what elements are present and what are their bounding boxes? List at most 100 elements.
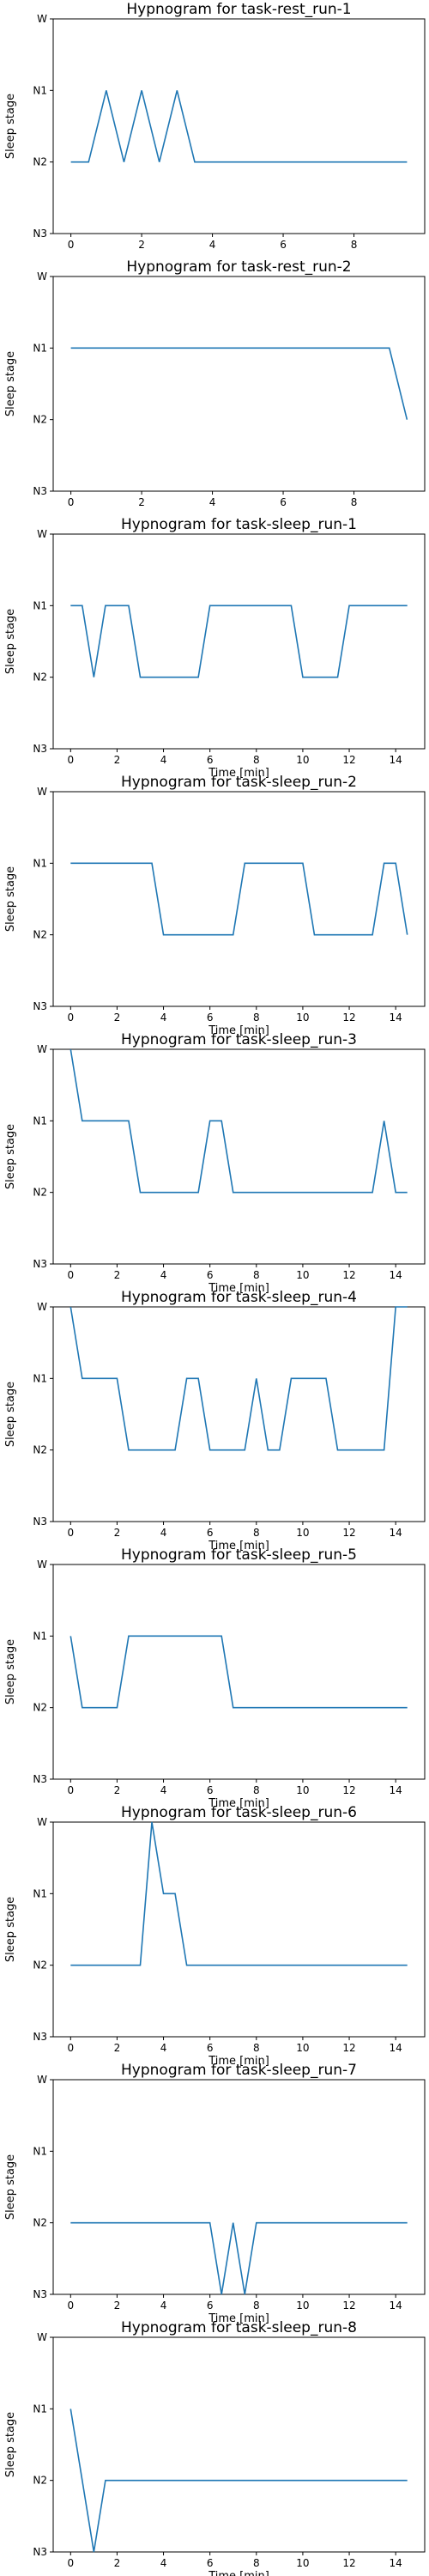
x-tick-label: 6: [207, 1527, 214, 1539]
plot-frame: [52, 533, 426, 750]
x-tick-label: 10: [296, 1527, 309, 1539]
x-tick-label: 12: [342, 754, 355, 766]
y-tick-label: N2: [33, 414, 47, 426]
x-tick-label: 10: [296, 1784, 309, 1796]
x-tick-label: 14: [390, 1527, 402, 1539]
x-tick-label: 6: [207, 1784, 214, 1796]
y-tick-label: N3: [33, 228, 47, 240]
chart-title: Hypnogram for task-rest_run-1: [126, 1, 351, 18]
x-tick-label: 0: [67, 2042, 74, 2054]
y-tick-label: N2: [33, 1444, 47, 1456]
x-axis-label: Time [min]: [208, 2312, 269, 2325]
y-tick-label: N1: [33, 2145, 47, 2157]
x-tick-label: 14: [390, 754, 402, 766]
x-tick-label: 0: [67, 1012, 74, 1024]
x-tick-label: 8: [253, 1527, 260, 1539]
x-tick-label: 4: [160, 2042, 167, 2054]
x-tick-label: 12: [342, 2300, 355, 2312]
hypnogram-line: [69, 1048, 408, 1194]
hypnogram-panel-8: Hypnogram for task-sleep_run-6 W N1 N2 N3 0 2 4…: [4, 1804, 426, 2068]
x-tick-label: 14: [390, 2042, 402, 2054]
hypnogram-panel-9: Hypnogram for task-sleep_run-7 W N1 N2 N3 0 2 4…: [4, 2062, 426, 2325]
x-tick-label: 14: [390, 1269, 402, 1281]
chart-title: Hypnogram for task-sleep_run-8: [121, 2319, 357, 2336]
y-tick-label: W: [37, 2074, 47, 2086]
y-tick-label: W: [37, 1043, 47, 1055]
hypnogram-panel-2: Hypnogram for task-rest_run-2 W N1 N2 N3 0 2 4 6…: [4, 258, 426, 508]
y-axis-label: Sleep stage: [4, 94, 17, 159]
x-tick-label: 0: [67, 2557, 74, 2569]
x-tick-label: 12: [342, 1784, 355, 1796]
x-tick-label: 4: [209, 496, 216, 508]
x-tick-label: 4: [160, 754, 167, 766]
plot-frame: [52, 276, 426, 492]
hypnogram-line: [70, 862, 408, 936]
y-axis-label: Sleep stage: [4, 1382, 17, 1447]
y-tick-label: N1: [33, 1887, 47, 1899]
x-tick-label: 6: [207, 2042, 214, 2054]
x-tick-label: 6: [207, 2557, 214, 2569]
y-axis-label: Sleep stage: [4, 866, 17, 932]
x-tick-label: 12: [342, 1269, 355, 1281]
x-tick-label: 8: [253, 2300, 260, 2312]
y-tick-label: N1: [33, 599, 47, 611]
x-axis-label: Time [min]: [208, 1024, 269, 1037]
x-tick-label: 2: [114, 754, 121, 766]
x-tick-label: 8: [253, 2557, 260, 2569]
x-tick-label: 10: [296, 1269, 309, 1281]
x-tick-label: 8: [351, 496, 358, 508]
x-axis-label: Time [min]: [208, 2055, 269, 2068]
y-tick-label: N3: [33, 743, 47, 755]
y-tick-label: W: [37, 1816, 47, 1828]
chart-title: Hypnogram for task-sleep_run-6: [121, 1804, 357, 1821]
y-tick-label: N1: [33, 84, 47, 96]
plot-frame: [52, 1306, 426, 1522]
chart-title: Hypnogram for task-sleep_run-4: [121, 1289, 357, 1306]
x-tick-label: 14: [390, 1784, 402, 1796]
x-tick-label: 2: [114, 2300, 121, 2312]
plot-frame: [52, 791, 426, 1007]
x-tick-label: 4: [160, 2557, 167, 2569]
y-tick-label: N1: [33, 857, 47, 869]
y-axis-label: Sleep stage: [4, 1124, 17, 1189]
y-axis-label: Sleep stage: [4, 609, 17, 674]
y-tick-label: N1: [33, 1115, 47, 1127]
y-tick-label: N1: [33, 1630, 47, 1642]
chart-title: Hypnogram for task-sleep_run-5: [121, 1546, 357, 1564]
hypnogram-line: [70, 1821, 408, 1966]
hypnogram-line: [70, 2221, 408, 2295]
x-tick-label: 0: [67, 1269, 74, 1281]
x-tick-label: 8: [253, 1269, 260, 1281]
hypnogram-panel-1: Hypnogram for task-rest_run-1 W N1 N2 N3 0 2 4 6…: [4, 1, 426, 251]
y-axis-label: Sleep stage: [4, 2412, 17, 2477]
x-tick-label: 10: [296, 2557, 309, 2569]
x-tick-label: 14: [390, 1012, 402, 1024]
x-tick-label: 10: [296, 2300, 309, 2312]
y-tick-label: N2: [33, 1959, 47, 1971]
x-tick-label: 0: [67, 1527, 74, 1539]
x-axis-label: Time [min]: [208, 2570, 269, 2576]
hypnogram-line: [69, 1635, 408, 1709]
y-tick-label: N1: [33, 1372, 47, 1384]
y-tick-label: N3: [33, 1000, 47, 1012]
hypnogram-panel-3: Hypnogram for task-sleep_run-1 W N1 N2 N3 0 2 4…: [4, 516, 426, 780]
y-tick-label: N2: [33, 1702, 47, 1714]
hypnogram-line: [69, 2409, 408, 2553]
hypnogram-line: [70, 605, 408, 678]
x-tick-label: 4: [160, 1012, 167, 1024]
x-tick-label: 8: [253, 1012, 260, 1024]
y-axis-label: Sleep stage: [4, 1897, 17, 1962]
x-tick-label: 10: [296, 1012, 309, 1024]
y-tick-label: W: [37, 13, 47, 25]
y-tick-label: N1: [33, 2403, 47, 2415]
x-tick-label: 12: [342, 2557, 355, 2569]
x-tick-label: 6: [207, 1012, 214, 1024]
y-tick-label: N2: [33, 929, 47, 941]
plot-frame: [52, 1564, 426, 1780]
x-tick-label: 0: [67, 2300, 74, 2312]
x-axis-label: Time [min]: [208, 1540, 269, 1552]
x-tick-label: 4: [160, 1269, 167, 1281]
chart-title: Hypnogram for task-sleep_run-2: [121, 774, 357, 791]
x-tick-label: 0: [68, 496, 75, 508]
